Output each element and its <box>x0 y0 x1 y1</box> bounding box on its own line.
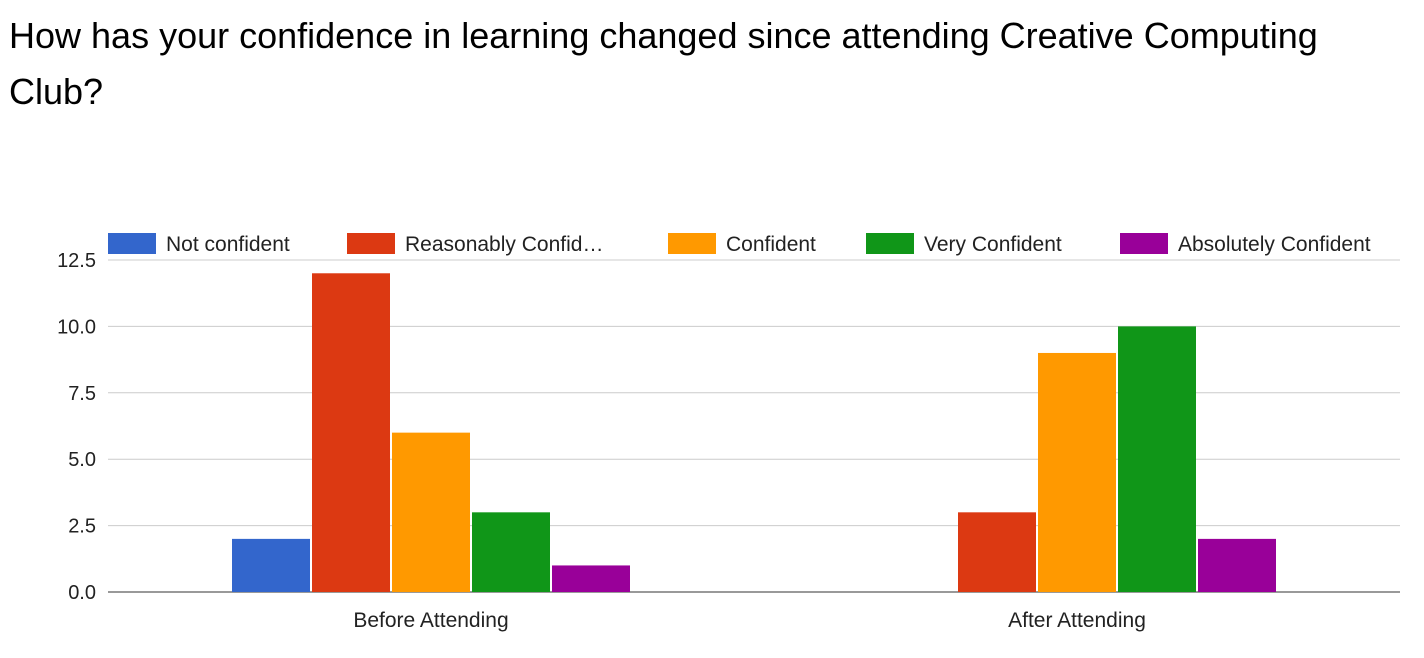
bar-very-confident <box>1118 326 1196 592</box>
legend-swatch <box>1120 233 1168 254</box>
bar-reasonably-confid- <box>312 273 390 592</box>
y-tick-label: 5.0 <box>68 449 96 471</box>
legend-label: Not confident <box>166 233 290 256</box>
chart-title: How has your confidence in learning chan… <box>9 15 1318 112</box>
y-tick-label: 10.0 <box>57 316 96 338</box>
legend-swatch <box>866 233 914 254</box>
legend-label: Very Confident <box>924 233 1062 256</box>
bar-confident <box>392 432 470 592</box>
x-category-label: Before Attending <box>353 609 508 632</box>
legend-label: Reasonably Confid… <box>405 233 603 256</box>
y-tick-label: 2.5 <box>68 516 96 538</box>
legend-swatch <box>347 233 395 254</box>
bar-not-confident <box>232 538 310 592</box>
x-category-label: After Attending <box>1008 609 1146 632</box>
bar-absolutely-confident <box>552 565 630 592</box>
bar-very-confident <box>472 512 550 592</box>
bar-confident <box>1038 352 1116 592</box>
legend-swatch <box>108 233 156 254</box>
legend-label: Absolutely Confident <box>1178 233 1371 256</box>
y-tick-label: 7.5 <box>68 383 96 405</box>
y-tick-label: 12.5 <box>57 250 96 272</box>
y-tick-label: 0.0 <box>68 582 96 604</box>
legend-swatch <box>668 233 716 254</box>
bar-reasonably-confid- <box>958 512 1036 592</box>
legend-label: Confident <box>726 233 816 256</box>
bar-absolutely-confident <box>1198 538 1276 592</box>
